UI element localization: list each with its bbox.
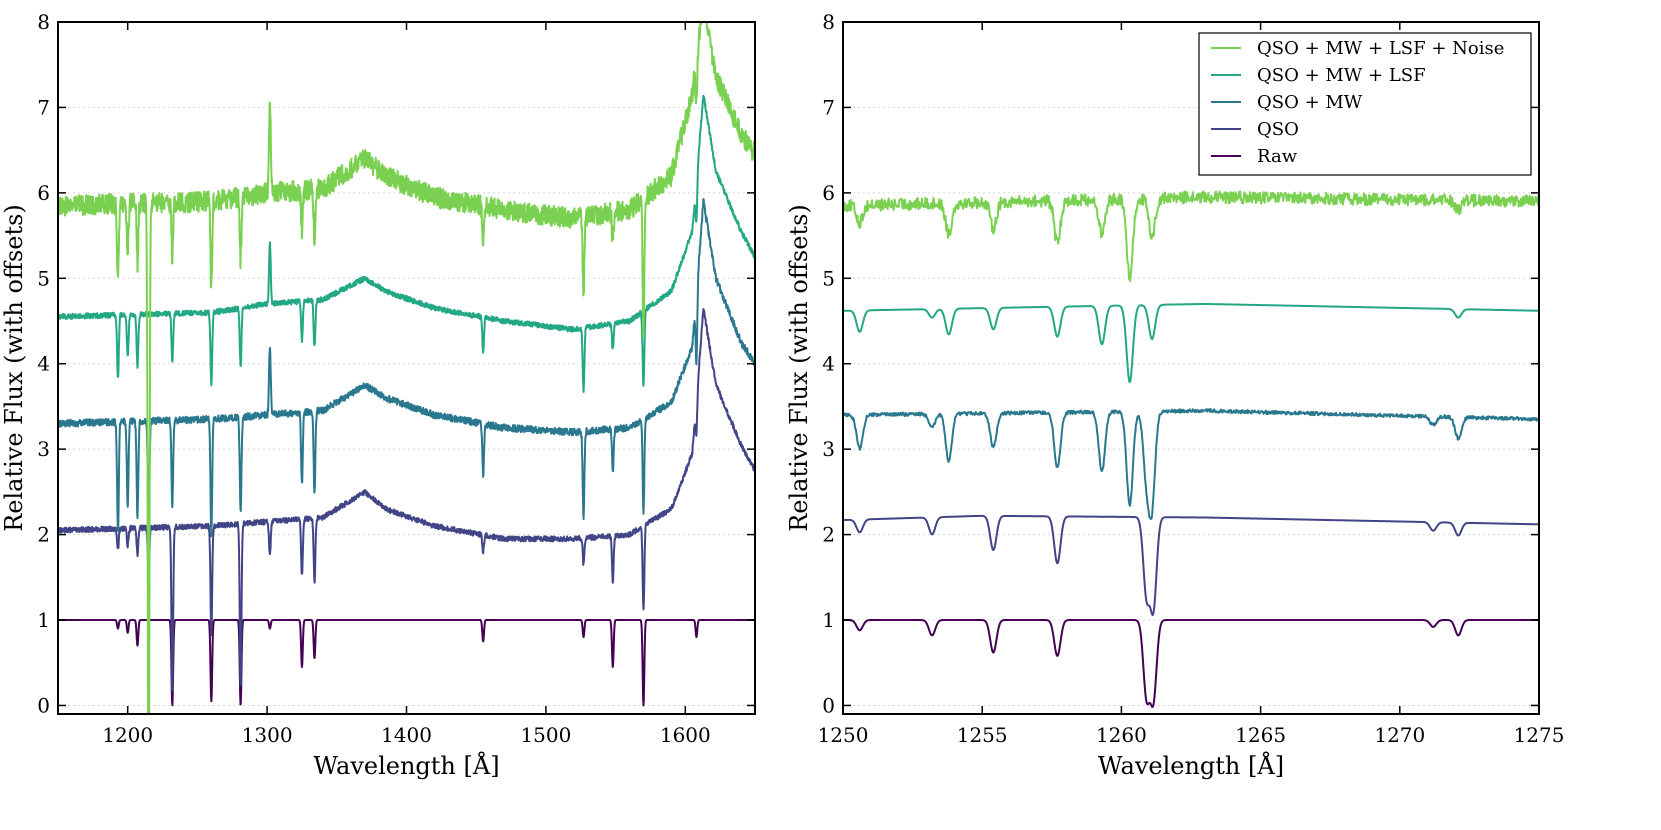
- y-tick-label: 4: [822, 352, 835, 376]
- x-tick-label: 1200: [102, 723, 153, 747]
- y-tick-label: 2: [822, 523, 835, 547]
- legend-label-raw: Raw: [1257, 146, 1298, 167]
- series-line-qso-mw-lsf-noise: [843, 190, 1539, 283]
- series-line-qso-mw: [843, 408, 1539, 520]
- y-tick-label: 5: [37, 266, 50, 290]
- y-tick-label: 8: [37, 10, 50, 34]
- series-line-raw: [843, 619, 1539, 708]
- y-axis-label: Relative Flux (with offsets): [0, 204, 28, 532]
- y-tick-label: 2: [37, 523, 50, 547]
- y-tick-label: 0: [37, 693, 50, 717]
- x-tick-label: 1400: [381, 723, 432, 747]
- y-tick-label: 8: [822, 10, 835, 34]
- y-tick-label: 3: [37, 437, 50, 461]
- x-tick-label: 1270: [1374, 723, 1425, 747]
- series-line-raw: [58, 619, 755, 707]
- legend-box: [1198, 32, 1532, 176]
- y-tick-label: 1: [37, 608, 50, 632]
- series-line-qso-mw: [58, 198, 755, 538]
- x-tick-label: 1500: [520, 723, 571, 747]
- y-tick-label: 0: [822, 693, 835, 717]
- x-tick-label: 1255: [957, 723, 1008, 747]
- legend: QSO + MW + LSF + Noise QSO + MW + LSF QSO …: [1198, 32, 1532, 176]
- legend-label-qso-mw-lsf: QSO + MW + LSF: [1257, 65, 1426, 86]
- x-axis-label: Wavelength [Å]: [1098, 751, 1284, 780]
- x-tick-label: 1600: [660, 723, 711, 747]
- x-tick-label: 1250: [818, 723, 869, 747]
- y-tick-label: 5: [822, 266, 835, 290]
- axes-frame: [842, 21, 1540, 715]
- x-tick-label: 1275: [1514, 723, 1565, 747]
- y-tick-label: 1: [822, 608, 835, 632]
- series-line-qso: [843, 514, 1539, 617]
- y-tick-label: 3: [822, 437, 835, 461]
- x-tick-label: 1300: [242, 723, 293, 747]
- y-axis-label: Relative Flux (with offsets): [785, 204, 813, 532]
- y-tick-label: 6: [37, 181, 50, 205]
- y-tick-label: 7: [37, 95, 50, 119]
- series-line-qso: [58, 308, 755, 692]
- x-tick-label: 1260: [1096, 723, 1147, 747]
- plot-area: [58, 22, 755, 714]
- plot-area: [843, 190, 1539, 708]
- axes-frame: [57, 21, 756, 715]
- left-panel-full-spectrum: 1200 1300 1400 1500 1600 0 1 2 3 4 5 6 7 8 Wavelength …: [0, 10, 756, 780]
- x-axis-label: Wavelength [Å]: [313, 751, 499, 780]
- series-line-qso-mw-lsf: [843, 302, 1539, 384]
- right-panel-zoom-spectrum: 1250 1255 1260 1265 1270 1275 0 1 2 3 4 5 6 7 8 Wavelen…: [785, 10, 1564, 780]
- y-tick-label: 7: [822, 95, 835, 119]
- x-tick-label: 1265: [1235, 723, 1286, 747]
- series-line-qso-mw-lsf-noise: [58, 22, 755, 714]
- legend-label-qso-mw-lsf-noise: QSO + MW + LSF + Noise: [1257, 38, 1504, 59]
- legend-label-qso-mw: QSO + MW: [1257, 92, 1363, 113]
- y-tick-label: 4: [37, 352, 50, 376]
- y-tick-label: 6: [822, 181, 835, 205]
- legend-label-qso: QSO: [1257, 119, 1299, 140]
- series-line-qso-mw-lsf: [58, 94, 755, 393]
